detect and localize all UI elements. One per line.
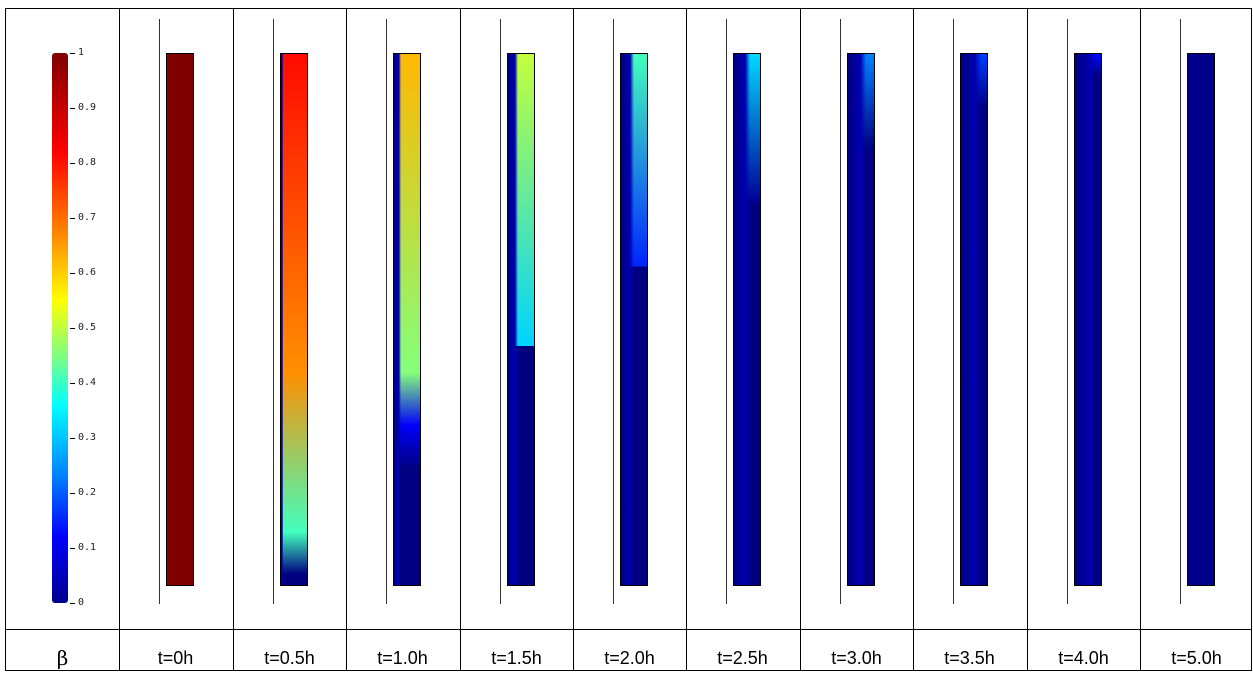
column-divider <box>346 9 347 670</box>
time-label: t=3.5h <box>944 647 995 668</box>
colorbar <box>52 53 68 603</box>
panel-axis-line <box>1066 19 1068 604</box>
row-divider <box>6 629 1251 630</box>
panel-axis-line <box>953 19 955 604</box>
boundary-layer <box>734 54 751 585</box>
concentration-field-0 <box>166 53 195 586</box>
colorbar-tick-label: 0.4 <box>78 377 97 388</box>
column-divider <box>1027 9 1028 670</box>
time-label: t=3.0h <box>831 647 882 668</box>
time-label: t=1.0h <box>377 647 428 668</box>
concentration-field-6 <box>846 53 875 586</box>
concentration-field-2 <box>393 53 422 586</box>
figure-table: 1 0.9 0.8 0.7 0.6 0.5 0.4 0.3 0.2 0.1 0 β t=0h t=0.5… <box>5 8 1252 671</box>
colorbar-tick-label: 0.3 <box>78 432 97 443</box>
boundary-layer <box>621 54 634 585</box>
colorbar-tick <box>70 163 75 164</box>
panel-axis-line <box>1180 19 1181 604</box>
time-label: t=2.5h <box>717 647 768 668</box>
concentration-field-7 <box>960 53 989 586</box>
boundary-layer <box>280 54 283 585</box>
boundary-layer <box>394 54 402 585</box>
colorbar-tick <box>70 493 75 494</box>
panel-axis-line <box>613 19 614 604</box>
column-divider <box>800 9 801 670</box>
column-divider <box>119 9 120 670</box>
colorbar-tick <box>70 383 75 384</box>
symbol-label: β <box>56 646 69 670</box>
time-label: t=2.0h <box>604 647 655 668</box>
colorbar-tick-label: 0.6 <box>78 267 97 278</box>
colorbar-tick-label: 0.5 <box>78 322 97 333</box>
panel-axis-line <box>726 19 728 604</box>
colorbar-tick-label: 0.8 <box>78 157 97 168</box>
colorbar-tick-label: 0.2 <box>78 487 97 498</box>
panel-axis-line <box>839 19 841 604</box>
boundary-layer <box>507 54 518 585</box>
boundary-layer <box>1074 54 1096 585</box>
panel-axis-line <box>272 19 274 604</box>
concentration-field-3 <box>506 53 535 586</box>
colorbar-tick <box>70 438 75 439</box>
colorbar-tick-label: 1 <box>78 47 85 58</box>
time-label: t=0h <box>157 647 194 668</box>
column-divider <box>573 9 574 670</box>
colorbar-tick <box>70 218 75 219</box>
concentration-field-9 <box>1187 53 1215 586</box>
boundary-layer <box>961 54 982 585</box>
time-label: t=5.0h <box>1171 647 1222 668</box>
column-divider <box>1140 9 1141 670</box>
colorbar-tick <box>70 273 75 274</box>
column-divider <box>460 9 461 670</box>
time-label: t=4.0h <box>1058 647 1109 668</box>
panel-axis-line <box>159 19 161 604</box>
colorbar-tick-label: 0.9 <box>78 102 97 113</box>
colorbar-tick <box>70 53 75 54</box>
colorbar-tick-label: 0.7 <box>78 212 97 223</box>
colorbar-tick-label: 0.1 <box>78 542 97 553</box>
concentration-field-8 <box>1073 53 1102 586</box>
column-divider <box>233 9 234 670</box>
colorbar-tick <box>70 328 75 329</box>
concentration-field-4 <box>620 53 648 586</box>
boundary-layer <box>847 54 866 585</box>
colorbar-tick-label: 0 <box>78 597 85 608</box>
panel-axis-line <box>386 19 388 604</box>
column-divider <box>913 9 914 670</box>
concentration-field-1 <box>279 53 308 586</box>
colorbar-tick <box>70 603 75 604</box>
concentration-field-5 <box>733 53 762 586</box>
panel-axis-line <box>499 19 501 604</box>
colorbar-tick <box>70 548 75 549</box>
colorbar-tick <box>70 108 75 109</box>
time-label: t=0.5h <box>264 647 315 668</box>
time-label: t=1.5h <box>491 647 542 668</box>
column-divider <box>686 9 687 670</box>
